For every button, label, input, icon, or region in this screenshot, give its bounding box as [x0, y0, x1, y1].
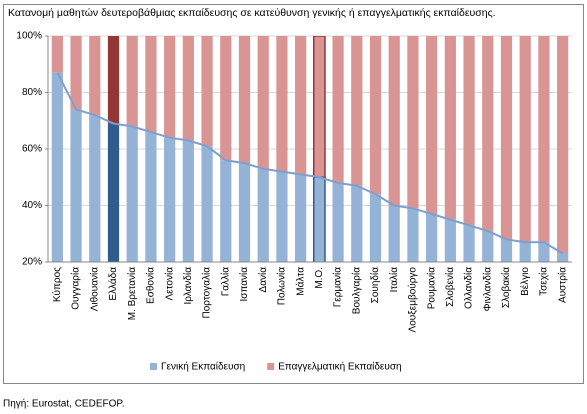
bar-segment: [89, 36, 101, 116]
x-tick-label: Φινλανδία: [481, 267, 493, 312]
bar-segment: [182, 36, 194, 141]
bar-segment: [444, 36, 456, 220]
bar-segment: [463, 225, 475, 262]
bar-segment: [482, 36, 494, 231]
x-tick-label: Κύπρος: [51, 267, 63, 302]
bar-segment: [220, 36, 232, 161]
bar-segment: [107, 123, 120, 262]
source-note: Πηγή: Eurostat, CEDEFOP.: [3, 398, 125, 410]
bar-segment: [201, 146, 213, 262]
x-tick-label: Σλοβενία: [444, 267, 456, 307]
bar-segment: [295, 36, 307, 175]
bar-segment: [500, 239, 513, 262]
chart-frame: [3, 4, 584, 384]
chart-title: Κατανομή μαθητών δευτεροβάθμιας εκπαίδευ…: [8, 7, 496, 19]
x-tick-label: Σλοβακία: [500, 267, 512, 308]
legend-label: Γενική Εκπαίδευση: [161, 361, 245, 373]
bar-segment: [312, 36, 326, 178]
bar-segment: [557, 253, 569, 262]
bar-segment: [351, 185, 363, 262]
y-tick-label: 100%: [16, 31, 42, 42]
x-tick-label: Πολωνία: [276, 267, 288, 305]
bar-segment: [145, 36, 157, 133]
x-tick-label: Λουξεμβούργο: [407, 267, 419, 333]
bar-segment: [164, 137, 176, 262]
x-tick-label: Εσθονία: [145, 267, 157, 304]
bar-segment: [369, 194, 382, 262]
bar-segment: [332, 182, 344, 262]
bar-segment: [70, 109, 82, 262]
x-tick-label: Γαλλία: [219, 267, 231, 297]
x-tick-label: Μ. Βρετανία: [126, 267, 138, 321]
x-tick-label: Γερμανία: [332, 267, 344, 307]
legend-label: Επαγγελματική Εκπαίδευση: [278, 361, 401, 373]
bar-segment: [351, 36, 363, 186]
bar-segment: [126, 36, 138, 127]
bar-segment: [70, 36, 82, 110]
bar-segment: [164, 36, 176, 138]
bar-segment: [51, 72, 63, 262]
bar-segment: [332, 36, 344, 183]
bar-segment: [276, 36, 288, 172]
bar-segment: [426, 213, 438, 262]
x-tick-label: Ρουμανία: [425, 267, 437, 309]
x-tick-label: Ιρλανδία: [182, 267, 194, 305]
bar-segment: [426, 36, 438, 214]
bar-segment: [538, 36, 550, 243]
x-tick-label: Βουλγαρία: [350, 267, 362, 314]
bar-segment: [201, 36, 213, 147]
bar-segment: [538, 242, 550, 262]
bar-segment: [220, 160, 232, 262]
y-tick-label: 80%: [22, 87, 42, 98]
bar-segment: [257, 36, 269, 169]
legend-swatch: [267, 363, 275, 370]
bar-segment: [500, 36, 513, 240]
bar-segment: [51, 36, 63, 73]
x-tick-label: Ολλανδία: [463, 267, 475, 309]
y-tick-label: 60%: [22, 144, 42, 155]
y-tick-label: 40%: [22, 200, 42, 211]
bar-segment: [238, 36, 251, 164]
x-tick-label: Μ.Ο.: [314, 267, 325, 289]
x-tick-label: Πορτογαλία: [201, 267, 213, 319]
bar-segment: [145, 132, 157, 262]
bar-segment: [107, 36, 120, 124]
x-tick-label: Μάλτα: [294, 267, 306, 296]
bar-segment: [519, 36, 531, 243]
x-tick-label: Σουηδία: [369, 267, 381, 304]
x-tick-label: Ελλάδα: [107, 267, 119, 301]
x-tick-label: Λετονία: [163, 267, 175, 301]
y-tick-label: 20%: [22, 257, 42, 268]
x-tick-label: Ιταλία: [388, 267, 400, 293]
x-tick-label: Ουγγαρία: [70, 267, 82, 310]
bar-segment: [482, 230, 494, 262]
bar-segment: [276, 171, 288, 262]
x-tick-label: Βέλγιο: [519, 267, 531, 296]
bar-segment: [89, 115, 101, 262]
bar-segment: [407, 36, 419, 209]
x-tick-label: Λιθουανία: [88, 267, 100, 311]
bar-segment: [312, 176, 326, 262]
x-tick-label: Ισπανία: [238, 267, 250, 302]
bar-segment: [557, 36, 569, 254]
bar-segment: [519, 242, 531, 262]
x-tick-label: Αυστρία: [556, 267, 568, 303]
x-tick-label: Δανία: [257, 267, 269, 293]
bar-segment: [444, 219, 456, 262]
bars: [51, 36, 569, 262]
bar-segment: [463, 36, 475, 226]
bar-segment: [257, 168, 269, 262]
bar-segment: [388, 205, 400, 262]
bar-segment: [182, 140, 194, 262]
bar-segment: [295, 174, 307, 262]
bar-segment: [126, 126, 138, 262]
legend-swatch: [150, 363, 157, 370]
bar-segment: [238, 163, 251, 262]
bar-segment: [369, 36, 382, 195]
bar-segment: [407, 208, 419, 262]
bar-segment: [388, 36, 400, 206]
trend-line: [56, 72, 564, 255]
x-tick-label: Τσεχία: [538, 267, 550, 296]
